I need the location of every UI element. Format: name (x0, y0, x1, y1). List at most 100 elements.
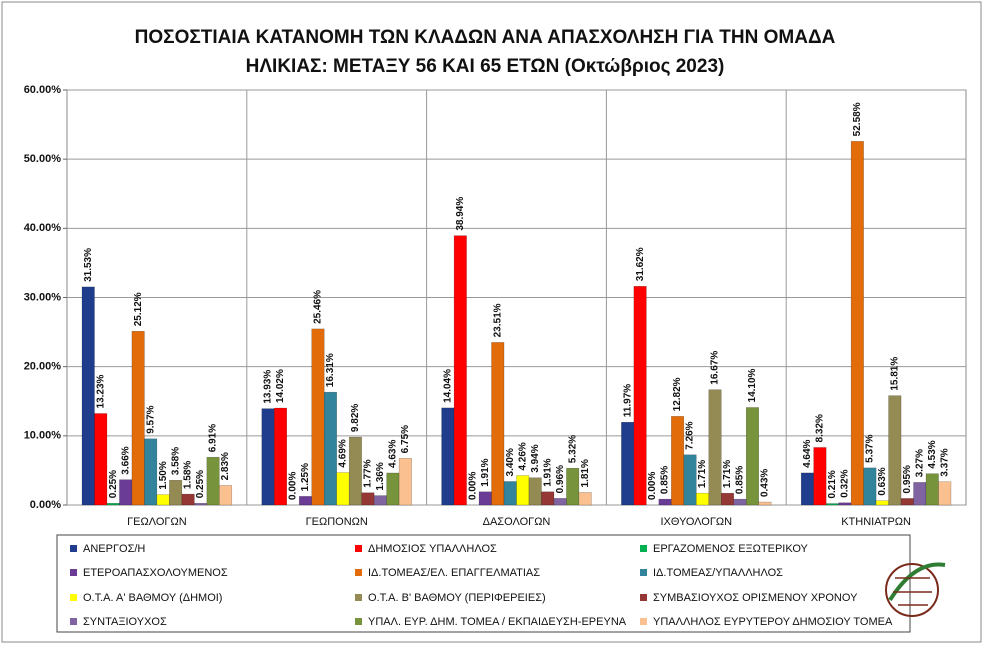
value-label: 9.82% (350, 404, 361, 432)
bar (850, 141, 864, 506)
bar (441, 407, 455, 506)
value-label: 0.96% (555, 465, 566, 493)
legend-label: ΥΠΑΛΛΗΛΟΣ ΕΥΡΥΤΕΡΟΥ ΔΗΜΟΣΙΟΥ ΤΟΜΕΑ (653, 616, 893, 628)
value-label: 0.00% (288, 472, 299, 500)
value-label: 3.40% (505, 448, 516, 476)
bar (825, 503, 839, 506)
value-label: 6.75% (400, 425, 411, 453)
value-label: 1.58% (183, 461, 194, 489)
bar (758, 501, 772, 506)
value-label: 13.23% (95, 374, 106, 408)
value-label: 3.94% (530, 444, 541, 472)
bar (156, 494, 170, 506)
bar (206, 456, 220, 506)
bar (131, 331, 145, 506)
bar (119, 479, 133, 506)
value-label: 3.37% (939, 448, 950, 476)
value-label: 12.82% (672, 377, 683, 411)
value-label: 16.31% (325, 353, 336, 387)
legend-label: ΔΗΜΟΣΙΟΣ ΥΠΑΛΛΗΛΟΣ (368, 543, 497, 555)
value-label: 3.27% (914, 449, 925, 477)
bar (553, 498, 567, 506)
bar (528, 477, 542, 506)
value-label: 25.46% (313, 290, 324, 324)
bar (683, 454, 697, 506)
bar (578, 492, 592, 506)
chart-title: ΗΛΙΚΙΑΣ: ΜΕΤΑΞΥ 56 ΚΑΙ 65 ΕΤΩΝ (Οκτώβριο… (246, 56, 725, 77)
bar (913, 482, 927, 506)
value-label: 0.00% (467, 472, 478, 500)
value-label: 0.85% (660, 466, 671, 494)
bar (169, 479, 183, 506)
legend-label: Ο.Τ.Α. Β' ΒΑΘΜΟΥ (ΠΕΡΙΦΕΡΕΙΕΣ) (368, 592, 546, 604)
chart-title: ΠΟΣΟΣΤΙΑΙΑ ΚΑΤΑΝΟΜΗ ΤΩΝ ΚΛΑΔΩΝ ΑΝΑ ΑΠΑΣΧ… (135, 27, 836, 48)
value-label: 0.32% (840, 469, 851, 497)
bar (336, 472, 350, 506)
value-label: 0.43% (760, 469, 771, 497)
value-label: 1.71% (697, 460, 708, 488)
value-label: 31.62% (635, 247, 646, 281)
bar (875, 500, 889, 506)
bar (503, 481, 517, 506)
x-tick-label: ΓΕΩΛΟΓΩΝ (127, 516, 187, 528)
x-tick-label: ΓΕΩΠΟΝΩΝ (306, 516, 368, 528)
legend-swatch (355, 618, 362, 625)
bar (658, 498, 672, 506)
bar (516, 475, 530, 506)
value-label: 1.81% (580, 459, 591, 487)
value-label: 25.12% (133, 292, 144, 326)
value-label: 1.50% (158, 461, 169, 489)
bar (261, 408, 275, 506)
bar (541, 491, 555, 506)
value-label: 5.32% (567, 435, 578, 463)
value-label: 31.53% (83, 248, 94, 282)
legend-label: ΣΥΝΤΑΞΙΟΥΧΟΣ (83, 616, 167, 628)
bar (888, 395, 902, 506)
value-label: 16.67% (710, 351, 721, 385)
legend-swatch (640, 569, 647, 576)
legend-swatch (355, 545, 362, 552)
legend-label: ΕΤΕΡΟΑΠΑΣΧΟΛΟΥΜΕΝΟΣ (83, 567, 228, 579)
value-label: 3.66% (120, 446, 131, 474)
legend-swatch (70, 594, 77, 601)
y-tick-label: 30.00% (24, 291, 62, 303)
value-label: 9.57% (145, 405, 156, 433)
value-label: 3.58% (170, 447, 181, 475)
value-label: 1.25% (300, 463, 311, 491)
bar (453, 235, 467, 506)
bar (348, 436, 362, 506)
x-tick-label: ΙΧΘΥΟΛΟΓΩΝ (661, 516, 733, 528)
bar (361, 492, 375, 506)
value-label: 0.25% (108, 470, 119, 498)
value-label: 8.32% (815, 414, 826, 442)
y-tick-label: 50.00% (24, 153, 62, 165)
legend-label: ΙΔ.ΤΟΜΕΑΣ/ΥΠΑΛΛΗΛΟΣ (653, 567, 783, 579)
value-label: 38.94% (455, 197, 466, 231)
bar (106, 503, 120, 506)
bar (398, 458, 412, 506)
bar (696, 492, 710, 506)
value-label: 1.91% (542, 458, 553, 486)
bar (566, 467, 580, 506)
legend-label: ΕΡΓΑΖΟΜΕΝΟΣ ΕΞΩΤΕΡΙΚΟΥ (653, 543, 809, 555)
bar (721, 492, 734, 506)
bar (274, 407, 288, 506)
legend-label: ΑΝΕΡΓΟΣ/Η (83, 543, 145, 555)
value-label: 4.63% (388, 440, 399, 468)
bar (373, 495, 387, 506)
value-label: 0.00% (647, 472, 658, 500)
y-tick-label: 0.00% (30, 499, 61, 511)
legend-label: ΥΠΑΛ. ΕΥΡ. ΔΗΜ. ΤΟΜΕΑ / ΕΚΠΑΙΔΕΥΣΗ-ΕΡΕΥΝ… (368, 616, 627, 628)
legend-swatch (640, 594, 647, 601)
value-label: 52.58% (852, 102, 863, 136)
legend-swatch (70, 569, 77, 576)
value-label: 0.21% (827, 470, 838, 498)
value-label: 0.25% (195, 470, 206, 498)
logo (885, 562, 946, 617)
bar (900, 498, 914, 506)
bar (94, 413, 108, 506)
value-label: 1.36% (375, 462, 386, 490)
value-label: 0.95% (902, 465, 913, 493)
bar (671, 416, 685, 506)
